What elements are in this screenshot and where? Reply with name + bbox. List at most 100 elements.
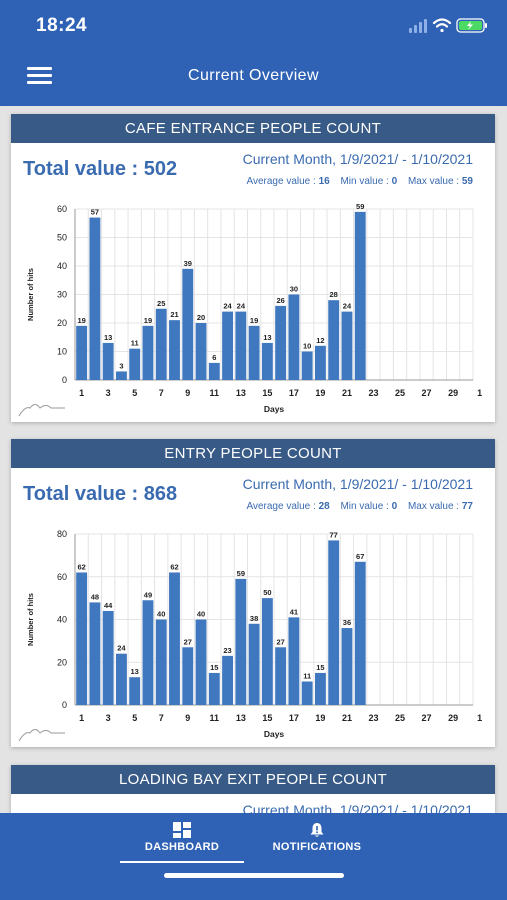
data-label: 38 xyxy=(250,614,258,623)
data-label: 39 xyxy=(184,259,192,268)
bar xyxy=(222,655,234,705)
bar xyxy=(261,342,273,380)
min-value: 0 xyxy=(391,501,398,512)
x-tick-label: 1 xyxy=(477,388,482,398)
data-label: 77 xyxy=(330,530,338,539)
x-tick-label: 3 xyxy=(106,713,111,723)
bar xyxy=(341,311,353,380)
data-label: 27 xyxy=(184,637,192,646)
x-tick-label: 9 xyxy=(185,713,190,723)
total-value: Total value : 502 xyxy=(23,158,178,180)
nav-label: DASHBOARD xyxy=(144,841,220,853)
bar-chart: 0204060806248442413494062274015235938502… xyxy=(18,529,482,742)
dashboard-content[interactable]: CAFE ENTRANCE PEOPLE COUNT Total value :… xyxy=(0,106,507,813)
bar xyxy=(235,311,247,380)
x-tick-label: 5 xyxy=(132,713,137,723)
data-label: 30 xyxy=(290,285,298,294)
y-tick-label: 20 xyxy=(57,318,67,328)
x-tick-label: 11 xyxy=(210,713,220,723)
data-label: 28 xyxy=(330,290,338,299)
bar xyxy=(102,342,114,380)
y-tick-label: 30 xyxy=(57,290,67,300)
x-axis-title: Days xyxy=(264,404,285,414)
data-label: 21 xyxy=(170,310,178,319)
bar xyxy=(208,672,220,705)
data-label: 24 xyxy=(117,644,126,653)
data-label: 11 xyxy=(131,339,139,348)
data-label: 24 xyxy=(237,302,246,311)
min-value: 0 xyxy=(391,176,398,187)
bar xyxy=(235,578,247,705)
battery-icon xyxy=(456,18,487,33)
data-label: 13 xyxy=(104,333,112,342)
data-label: 36 xyxy=(343,618,351,627)
y-tick-label: 40 xyxy=(57,615,67,625)
nav-notifications[interactable]: NOTIFICATIONS xyxy=(255,813,379,865)
data-label: 40 xyxy=(157,610,165,619)
y-tick-label: 60 xyxy=(57,204,67,214)
data-label: 20 xyxy=(197,313,205,322)
x-tick-label: 17 xyxy=(289,388,299,398)
y-tick-label: 40 xyxy=(57,261,67,271)
y-tick-label: 0 xyxy=(62,375,67,385)
data-label: 62 xyxy=(170,562,178,571)
loading-bay-exit-card: LOADING BAY EXIT PEOPLE COUNT Current Mo… xyxy=(11,765,495,813)
x-tick-label: 27 xyxy=(422,388,432,398)
nav-dashboard[interactable]: DASHBOARD xyxy=(120,813,244,865)
x-tick-label: 7 xyxy=(159,713,164,723)
card-title: LOADING BAY EXIT PEOPLE COUNT xyxy=(11,765,495,794)
bar xyxy=(248,325,260,380)
bar xyxy=(142,325,154,380)
bar xyxy=(354,211,366,380)
period-label: Current Month, 1/9/2021/ - 1/10/2021 xyxy=(242,151,473,167)
x-tick-label: 1 xyxy=(477,713,482,723)
x-tick-label: 7 xyxy=(159,388,164,398)
home-indicator xyxy=(164,873,344,878)
data-label: 19 xyxy=(77,316,85,325)
bar xyxy=(288,294,300,380)
stats-row: Average value : 16 Min value : 0 Max val… xyxy=(246,176,473,187)
data-label: 57 xyxy=(91,208,99,217)
menu-button[interactable] xyxy=(27,67,53,87)
data-label: 6 xyxy=(212,353,216,362)
y-tick-label: 10 xyxy=(57,347,67,357)
x-tick-label: 29 xyxy=(448,713,458,723)
status-time: 18:24 xyxy=(36,15,88,36)
bar xyxy=(102,610,114,705)
x-tick-label: 13 xyxy=(236,388,246,398)
bar xyxy=(142,600,154,705)
bar xyxy=(169,572,180,705)
bar xyxy=(155,619,167,705)
bar xyxy=(222,311,234,380)
period-label: Current Month, 1/9/2021/ - 1/10/2021 xyxy=(242,476,473,492)
bar xyxy=(275,305,287,380)
y-axis-title: Number of hits xyxy=(26,593,35,646)
dashboard-icon xyxy=(173,822,191,838)
data-label: 59 xyxy=(237,569,245,578)
average-value: 28 xyxy=(318,501,330,512)
wave-logo-icon xyxy=(18,729,65,742)
bar xyxy=(76,572,88,705)
max-value: 59 xyxy=(461,176,473,187)
page-title: Current Overview xyxy=(188,67,319,84)
data-label: 41 xyxy=(290,607,298,616)
data-label: 19 xyxy=(144,316,152,325)
x-tick-label: 21 xyxy=(342,713,352,723)
data-label: 62 xyxy=(77,562,85,571)
total-value: Total value : 868 xyxy=(23,483,178,505)
card-title: CAFE ENTRANCE PEOPLE COUNT xyxy=(11,114,495,143)
data-label: 11 xyxy=(303,671,311,680)
x-tick-label: 15 xyxy=(262,713,272,723)
max-value: 77 xyxy=(461,501,473,512)
bar xyxy=(275,647,287,705)
y-tick-label: 50 xyxy=(57,233,67,243)
bar xyxy=(301,681,313,705)
card-title: ENTRY PEOPLE COUNT xyxy=(11,439,495,468)
bar xyxy=(182,268,194,380)
hamburger-menu-icon xyxy=(27,67,52,70)
data-label: 15 xyxy=(210,663,218,672)
x-tick-label: 1 xyxy=(79,713,84,723)
active-tab-indicator xyxy=(120,861,244,863)
x-tick-label: 25 xyxy=(395,713,405,723)
bottom-navigation: DASHBOARD NOTIFICATIONS xyxy=(0,813,507,900)
